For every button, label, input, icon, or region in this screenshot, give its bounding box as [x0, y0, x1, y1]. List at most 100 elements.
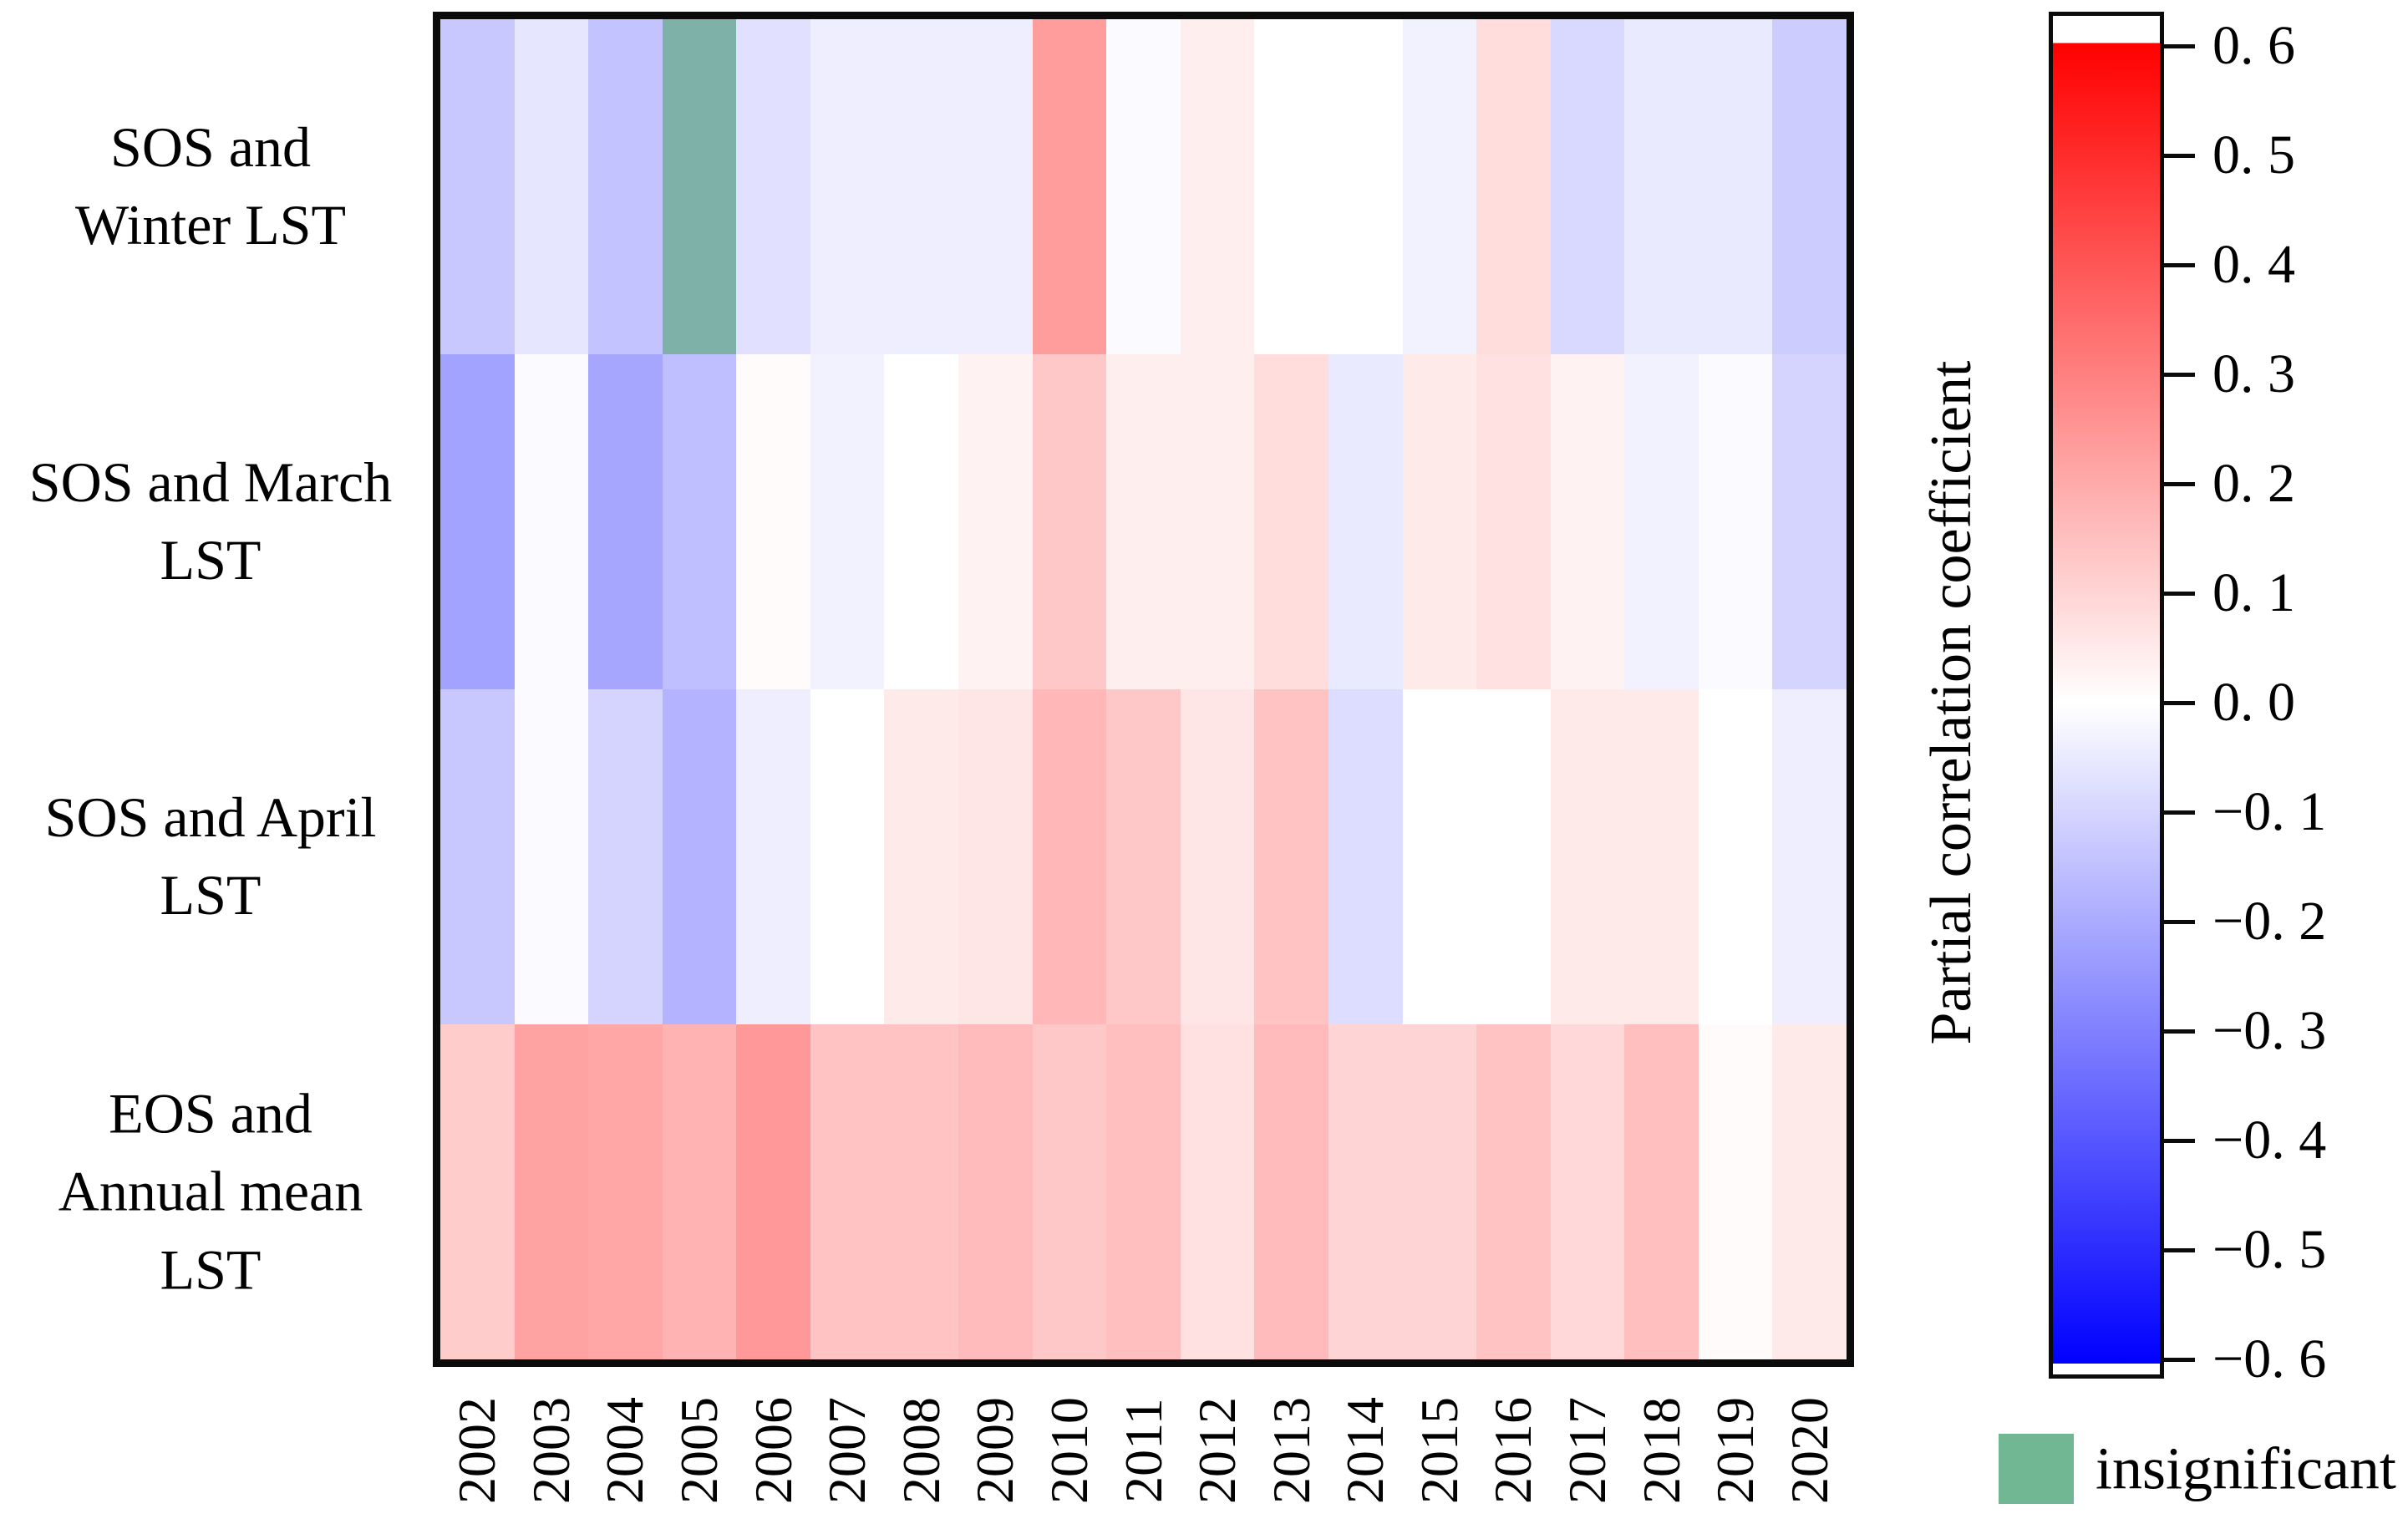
heatmap-cell-SOS-and-March-LST-2015 [1402, 354, 1477, 689]
x-tick-label-2014: 2014 [1335, 1397, 1395, 1504]
heatmap-cell-SOS-and-April-LST-2005 [662, 689, 737, 1024]
colorbar-tick-mark [2160, 592, 2195, 596]
heatmap-cell-SOS-and-Winter-LST-2014 [1328, 19, 1403, 354]
heatmap-cell-EOS-and-Annual-mean-LST-2020 [1772, 1024, 1847, 1359]
heatmap-cell-SOS-and-April-LST-2006 [736, 689, 810, 1024]
colorbar-tick-label: 0. 2 [2212, 453, 2295, 514]
heatmap-cell-SOS-and-Winter-LST-2010 [1032, 19, 1107, 354]
x-tick-label-2016: 2016 [1483, 1397, 1543, 1504]
heatmap-cell-SOS-and-April-LST-2011 [1106, 689, 1181, 1024]
heatmap-cell-EOS-and-Annual-mean-LST-2003 [514, 1024, 589, 1359]
colorbar-tick-label: −0. 3 [2212, 1000, 2327, 1061]
heatmap-cell-SOS-and-April-LST-2002 [440, 689, 515, 1024]
colorbar-tick-mark [2160, 373, 2195, 377]
x-tick-label-2003: 2003 [521, 1397, 581, 1504]
colorbar-tick-mark [2160, 920, 2195, 924]
x-tick-label-2015: 2015 [1409, 1397, 1469, 1504]
heatmap-cell-SOS-and-March-LST-2007 [810, 354, 885, 689]
heatmap-cell-EOS-and-Annual-mean-LST-2005 [662, 1024, 737, 1359]
heatmap-cell-SOS-and-Winter-LST-2015 [1402, 19, 1477, 354]
heatmap-cell-SOS-and-March-LST-2019 [1698, 354, 1773, 689]
x-tick-label-2010: 2010 [1039, 1397, 1099, 1504]
colorbar-tick-label: 0. 4 [2212, 234, 2295, 295]
x-tick-label-2006: 2006 [743, 1397, 803, 1504]
insignificant-swatch [1999, 1434, 2074, 1504]
heatmap-cell-EOS-and-Annual-mean-LST-2009 [958, 1024, 1033, 1359]
heatmap-cell-SOS-and-Winter-LST-2008 [884, 19, 959, 354]
heatmap-cell-SOS-and-Winter-LST-2006 [736, 19, 810, 354]
heatmap-cell-SOS-and-April-LST-2014 [1328, 689, 1403, 1024]
heatmap-cell-SOS-and-Winter-LST-2009 [958, 19, 1033, 354]
heatmap-cell-SOS-and-April-LST-2018 [1624, 689, 1699, 1024]
heatmap-cell-SOS-and-Winter-LST-2004 [588, 19, 663, 354]
heatmap-cell-SOS-and-April-LST-2013 [1254, 689, 1328, 1024]
heatmap-cell-SOS-and-March-LST-2003 [514, 354, 589, 689]
x-tick-label-2009: 2009 [965, 1397, 1025, 1504]
x-tick-label-2020: 2020 [1779, 1397, 1839, 1504]
heatmap-cell-SOS-and-April-LST-2015 [1402, 689, 1477, 1024]
heatmap-cell-EOS-and-Annual-mean-LST-2018 [1624, 1024, 1699, 1359]
heatmap-cell-SOS-and-March-LST-2006 [736, 354, 810, 689]
heatmap-cell-SOS-and-April-LST-2016 [1476, 689, 1551, 1024]
colorbar-tick-label: −0. 1 [2212, 781, 2327, 842]
heatmap-cell-SOS-and-April-LST-2019 [1698, 689, 1773, 1024]
heatmap-cell-SOS-and-March-LST-2012 [1180, 354, 1255, 689]
x-tick-label-2007: 2007 [817, 1397, 877, 1504]
colorbar-tick-label: 0. 3 [2212, 343, 2295, 404]
heatmap-cell-SOS-and-March-LST-2005 [662, 354, 737, 689]
heatmap-cell-EOS-and-Annual-mean-LST-2014 [1328, 1024, 1403, 1359]
x-tick-label-2012: 2012 [1187, 1397, 1247, 1504]
heatmap-cell-SOS-and-April-LST-2010 [1032, 689, 1107, 1024]
heatmap-cell-SOS-and-April-LST-2004 [588, 689, 663, 1024]
heatmap-cell-SOS-and-Winter-LST-2002 [440, 19, 515, 354]
heatmap-cell-SOS-and-March-LST-2016 [1476, 354, 1551, 689]
heatmap-cell-SOS-and-March-LST-2014 [1328, 354, 1403, 689]
colorbar-tick-mark [2160, 263, 2195, 267]
colorbar-tick-mark [2160, 482, 2195, 486]
heatmap-cell-EOS-and-Annual-mean-LST-2015 [1402, 1024, 1477, 1359]
x-tick-label-2019: 2019 [1705, 1397, 1765, 1504]
heatmap-cell-EOS-and-Annual-mean-LST-2008 [884, 1024, 959, 1359]
row-label-SOS-and-March-LST: SOS and March LST [28, 450, 393, 592]
heatmap-cell-EOS-and-Annual-mean-LST-2010 [1032, 1024, 1107, 1359]
heatmap-cell-SOS-and-Winter-LST-2005 [662, 19, 737, 354]
heatmap-cell-EOS-and-Annual-mean-LST-2019 [1698, 1024, 1773, 1359]
colorbar-tick-mark [2160, 701, 2195, 705]
colorbar-tick-label: −0. 5 [2212, 1219, 2327, 1280]
x-tick-label-2018: 2018 [1631, 1397, 1691, 1504]
heatmap-cell-SOS-and-Winter-LST-2019 [1698, 19, 1773, 354]
heatmap-cell-SOS-and-April-LST-2017 [1550, 689, 1625, 1024]
heatmap-cell-EOS-and-Annual-mean-LST-2006 [736, 1024, 810, 1359]
x-tick-label-2005: 2005 [669, 1397, 729, 1504]
heatmap-cell-SOS-and-March-LST-2018 [1624, 354, 1699, 689]
heatmap-cell-SOS-and-Winter-LST-2011 [1106, 19, 1181, 354]
heatmap-cell-SOS-and-April-LST-2009 [958, 689, 1033, 1024]
heatmap-cell-EOS-and-Annual-mean-LST-2017 [1550, 1024, 1625, 1359]
x-tick-label-2002: 2002 [447, 1397, 507, 1504]
x-tick-label-2017: 2017 [1557, 1397, 1617, 1504]
heatmap-cell-SOS-and-Winter-LST-2020 [1772, 19, 1847, 354]
heatmap-cell-SOS-and-March-LST-2020 [1772, 354, 1847, 689]
colorbar-tick-mark [2160, 1029, 2195, 1034]
colorbar-tick-mark [2160, 44, 2195, 48]
heatmap-cell-EOS-and-Annual-mean-LST-2002 [440, 1024, 515, 1359]
heatmap-cell-EOS-and-Annual-mean-LST-2011 [1106, 1024, 1181, 1359]
colorbar-tick-label: 0. 0 [2212, 672, 2295, 733]
heatmap-cell-SOS-and-March-LST-2009 [958, 354, 1033, 689]
colorbar-tick-label: −0. 2 [2212, 891, 2327, 952]
heatmap-cell-SOS-and-April-LST-2012 [1180, 689, 1255, 1024]
x-tick-label-2004: 2004 [595, 1397, 655, 1504]
heatmap-cell-EOS-and-Annual-mean-LST-2004 [588, 1024, 663, 1359]
heatmap-cell-SOS-and-Winter-LST-2012 [1180, 19, 1255, 354]
colorbar-tick-mark [2160, 1139, 2195, 1143]
colorbar-gradient [2049, 12, 2164, 1379]
row-label-SOS-and-Winter-LST: SOS and Winter LST [75, 114, 346, 257]
heatmap-cell-EOS-and-Annual-mean-LST-2016 [1476, 1024, 1551, 1359]
heatmap-cell-SOS-and-Winter-LST-2018 [1624, 19, 1699, 354]
colorbar-tick-mark [2160, 154, 2195, 158]
colorbar-tick-mark [2160, 810, 2195, 815]
heatmap-cell-SOS-and-March-LST-2002 [440, 354, 515, 689]
heatmap-cell-SOS-and-March-LST-2010 [1032, 354, 1107, 689]
heatmap-cell-SOS-and-Winter-LST-2017 [1550, 19, 1625, 354]
colorbar-axis-label: Partial correlation coefficient [1919, 360, 1984, 1045]
